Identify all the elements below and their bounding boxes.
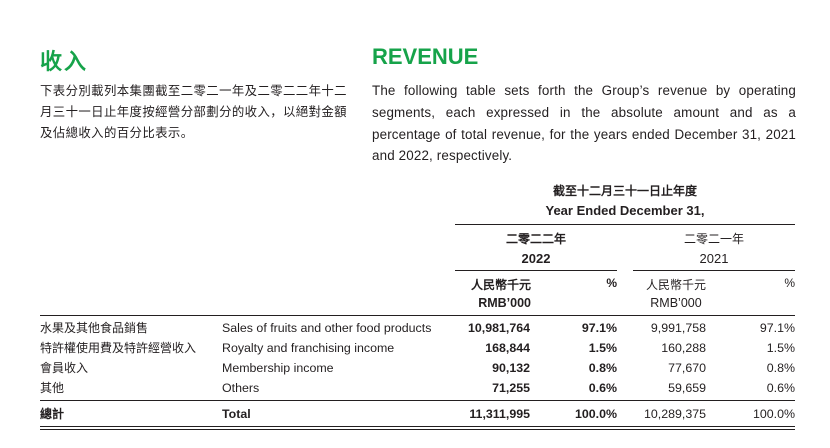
row-value-2022: 10,981,764 xyxy=(467,321,530,335)
row-value-2021: 77,670 xyxy=(668,361,706,375)
row-value-2021: 59,659 xyxy=(668,381,706,395)
table-row: 會員收入 Membership income 90,132 0.8% 77,67… xyxy=(0,358,830,378)
year-2021-zh: 二零二一年 xyxy=(683,232,744,246)
table-row: 特許權使用費及特許經營收入 Royalty and franchising in… xyxy=(0,338,830,358)
total-pct-2021: 100.0% xyxy=(752,407,795,421)
row-value-2021: 9,991,758 xyxy=(650,321,706,335)
intro-paragraph-en: The following table sets forth the Group… xyxy=(372,83,796,164)
currency-2022-en: RMB’000 xyxy=(478,296,531,310)
year-2021-en: 2021 xyxy=(699,251,729,266)
row-pct-2021: 0.6% xyxy=(766,381,795,395)
pct-header-2022: % xyxy=(606,276,617,290)
row-value-2021: 160,288 xyxy=(661,341,706,355)
row-label-zh: 特許權使用費及特許經營收入 xyxy=(40,341,197,355)
year-2021-rule xyxy=(633,270,795,271)
currency-2021-en: RMB’000 xyxy=(650,296,702,310)
row-pct-2021: 97.1% xyxy=(759,321,795,335)
total-row: 總計 Total 11,311,995 100.0% 10,289,375 10… xyxy=(0,404,830,424)
row-label-en: Sales of fruits and other food products xyxy=(222,321,432,335)
row-label-zh: 其他 xyxy=(40,381,65,395)
row-pct-2022: 0.6% xyxy=(588,381,617,395)
row-value-2022: 71,255 xyxy=(492,381,530,395)
section-title-zh: 收入 xyxy=(40,50,89,75)
row-value-2022: 90,132 xyxy=(492,361,530,375)
total-pct-2022: 100.0% xyxy=(574,407,617,421)
section-title-en: REVENUE xyxy=(372,44,479,69)
total-rule-bottom-1 xyxy=(40,426,795,427)
currency-2021-zh: 人民幣千元 xyxy=(645,278,706,292)
row-label-en: Membership income xyxy=(222,361,334,375)
row-pct-2022: 97.1% xyxy=(581,321,617,335)
row-label-en: Others xyxy=(222,381,260,395)
year-2022-rule xyxy=(455,270,617,271)
row-label-en: Royalty and franchising income xyxy=(222,341,395,355)
period-header-zh: 截至十二月三十一日止年度 xyxy=(552,184,697,198)
total-value-2021: 10,289,375 xyxy=(643,407,706,421)
year-2022-zh: 二零二二年 xyxy=(505,232,566,246)
currency-2022-zh: 人民幣千元 xyxy=(470,278,531,292)
total-label-zh: 總計 xyxy=(40,407,65,421)
table-row: 水果及其他食品銷售 Sales of fruits and other food… xyxy=(0,318,830,338)
total-value-2022: 11,311,995 xyxy=(469,407,530,421)
intro-paragraph-zh: 下表分別載列本集團截至二零二一年及二零二二年十二月三十一日止年度按經營分部劃分的… xyxy=(40,83,347,140)
period-header-en: Year Ended December 31, xyxy=(545,203,705,218)
table-body-rule xyxy=(40,315,795,316)
row-pct-2022: 1.5% xyxy=(588,341,617,355)
total-rule-top xyxy=(40,400,795,401)
row-value-2022: 168,844 xyxy=(485,341,530,355)
total-rule-bottom-2 xyxy=(40,429,795,430)
pct-header-2021: % xyxy=(784,276,795,290)
row-label-zh: 水果及其他食品銷售 xyxy=(40,321,149,335)
row-pct-2021: 0.8% xyxy=(766,361,795,375)
table-row: 其他 Others 71,255 0.6% 59,659 0.6% xyxy=(0,378,830,398)
total-label-en: Total xyxy=(222,407,251,421)
header-rule-top xyxy=(455,224,795,225)
row-pct-2022: 0.8% xyxy=(588,361,617,375)
row-pct-2021: 1.5% xyxy=(766,341,795,355)
row-label-zh: 會員收入 xyxy=(40,361,89,375)
year-2022-en: 2022 xyxy=(521,251,551,266)
